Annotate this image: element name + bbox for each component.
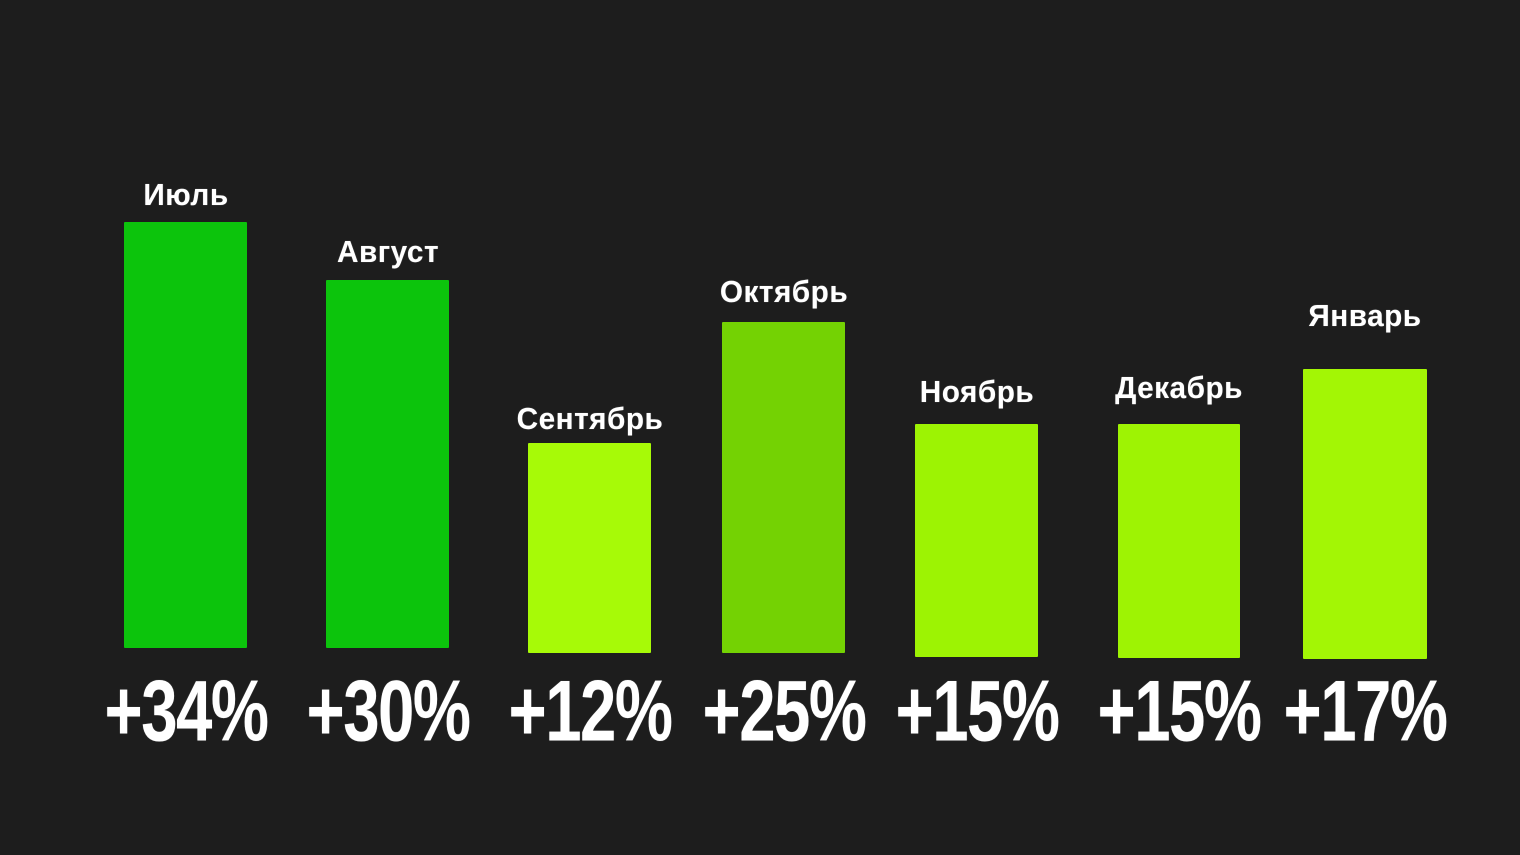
- bar-month-label: Сентябрь: [516, 401, 663, 436]
- bar-percent-label: +12%: [508, 663, 672, 760]
- bar-month-label: Октябрь: [719, 274, 848, 309]
- bar-percent-label: +25%: [702, 663, 866, 760]
- bar-month-label: Декабрь: [1115, 370, 1243, 405]
- bar-percent-label: +15%: [895, 663, 1059, 760]
- bar-2: [326, 280, 449, 648]
- bar-percent-label: +15%: [1097, 663, 1262, 760]
- bar-month-label: Январь: [1308, 298, 1422, 333]
- bar-6: [1118, 424, 1240, 658]
- bar-1: [124, 222, 247, 648]
- bar-4: [722, 322, 845, 653]
- bar-percent-label: +30%: [306, 663, 470, 760]
- bar-month-label: Июль: [142, 177, 229, 212]
- bar-percent-label: +17%: [1283, 663, 1448, 760]
- bar-percent-label: +34%: [104, 663, 268, 760]
- bar-5: [915, 424, 1038, 657]
- bar-month-label: Ноябрь: [919, 374, 1034, 409]
- bar-7: [1303, 369, 1427, 659]
- bar-month-label: Август: [336, 234, 439, 269]
- bar-3: [528, 443, 651, 653]
